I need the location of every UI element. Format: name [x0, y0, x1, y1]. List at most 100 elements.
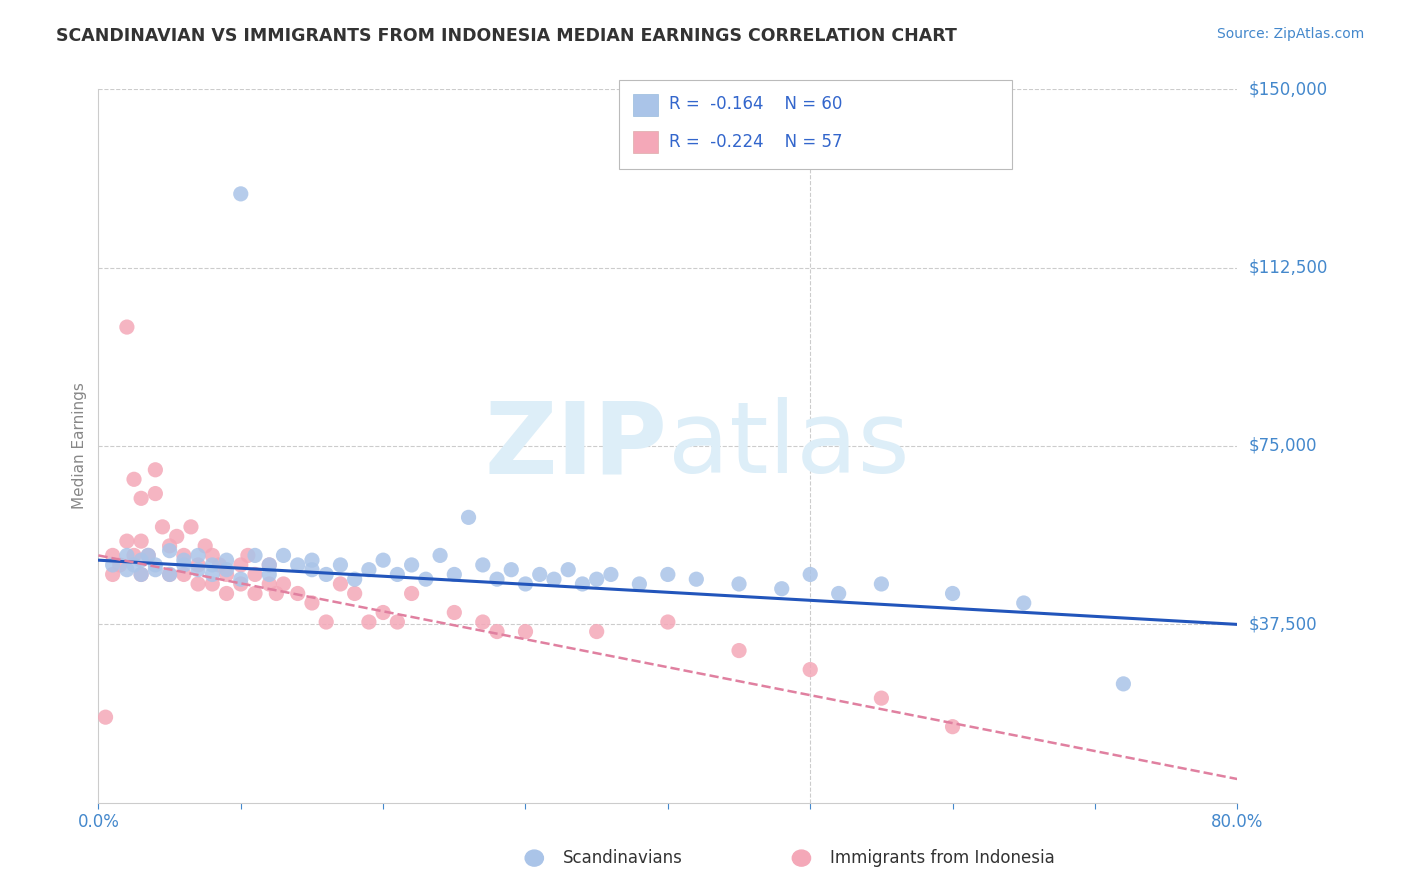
Point [600, 567, 623, 582]
Point [201, 558, 224, 572]
Point [115, 549, 138, 563]
Point [799, 567, 821, 582]
Point [315, 567, 337, 582]
Point [329, 558, 352, 572]
Point [259, 558, 281, 572]
Point [229, 577, 252, 591]
Point [129, 491, 152, 506]
Text: $150,000: $150,000 [1249, 80, 1327, 98]
Point [315, 615, 337, 629]
Point [201, 577, 224, 591]
Text: Immigrants from Indonesia: Immigrants from Indonesia [830, 849, 1054, 867]
Point [159, 543, 181, 558]
Point [501, 563, 523, 577]
Point [180, 520, 202, 534]
Point [457, 510, 479, 524]
Text: ZIP: ZIP [485, 398, 668, 494]
Point [173, 549, 195, 563]
Point [357, 563, 380, 577]
Point [215, 563, 238, 577]
Point [159, 539, 181, 553]
Point [273, 549, 295, 563]
Point [1012, 596, 1035, 610]
Point [243, 549, 266, 563]
Point [122, 549, 145, 563]
Point [243, 586, 266, 600]
Point [557, 563, 579, 577]
Point [173, 558, 195, 572]
Point [443, 606, 465, 620]
Point [585, 572, 607, 586]
Point [287, 558, 309, 572]
Point [343, 586, 366, 600]
Point [129, 567, 152, 582]
Point [259, 567, 281, 582]
Point [187, 577, 209, 591]
Point [628, 577, 651, 591]
Point [215, 553, 238, 567]
Point [145, 486, 167, 500]
Text: $75,000: $75,000 [1249, 437, 1317, 455]
Point [870, 691, 893, 706]
Point [159, 567, 181, 582]
Point [571, 577, 593, 591]
Point [136, 549, 159, 563]
Point [145, 558, 167, 572]
Point [236, 549, 259, 563]
Point [201, 567, 224, 582]
Point [201, 549, 224, 563]
Point [357, 615, 380, 629]
Point [266, 586, 288, 600]
Point [471, 558, 494, 572]
Point [145, 463, 167, 477]
Point [942, 586, 965, 600]
Point [136, 549, 159, 563]
Text: atlas: atlas [668, 398, 910, 494]
Point [515, 577, 537, 591]
Point [187, 558, 209, 572]
Point [122, 472, 145, 486]
Point [543, 572, 565, 586]
Point [515, 624, 537, 639]
Point [471, 615, 494, 629]
Point [159, 567, 181, 582]
Point [443, 567, 465, 582]
Point [870, 577, 893, 591]
Point [259, 558, 281, 572]
Point [229, 558, 252, 572]
Y-axis label: Median Earnings: Median Earnings [72, 383, 87, 509]
Text: $112,500: $112,500 [1249, 259, 1327, 277]
Point [486, 624, 509, 639]
Point [373, 553, 395, 567]
Point [799, 663, 821, 677]
Point [108, 558, 131, 572]
Point [115, 320, 138, 334]
Point [301, 563, 323, 577]
Point [122, 558, 145, 572]
Point [301, 553, 323, 567]
Text: Scandinavians: Scandinavians [562, 849, 682, 867]
Point [229, 186, 252, 201]
Point [373, 606, 395, 620]
Point [166, 529, 188, 543]
Point [942, 720, 965, 734]
Point [215, 567, 238, 582]
Point [243, 567, 266, 582]
Point [287, 586, 309, 600]
Point [208, 558, 231, 572]
Point [215, 586, 238, 600]
Point [429, 549, 451, 563]
Point [728, 643, 751, 657]
Point [387, 567, 409, 582]
Point [187, 563, 209, 577]
Point [101, 549, 124, 563]
Point [259, 577, 281, 591]
Text: R =  -0.164    N = 60: R = -0.164 N = 60 [669, 95, 842, 113]
Text: R =  -0.224    N = 57: R = -0.224 N = 57 [669, 133, 842, 151]
Point [828, 586, 851, 600]
Point [770, 582, 793, 596]
Point [173, 553, 195, 567]
Point [115, 534, 138, 549]
Point [728, 577, 751, 591]
Point [152, 520, 174, 534]
